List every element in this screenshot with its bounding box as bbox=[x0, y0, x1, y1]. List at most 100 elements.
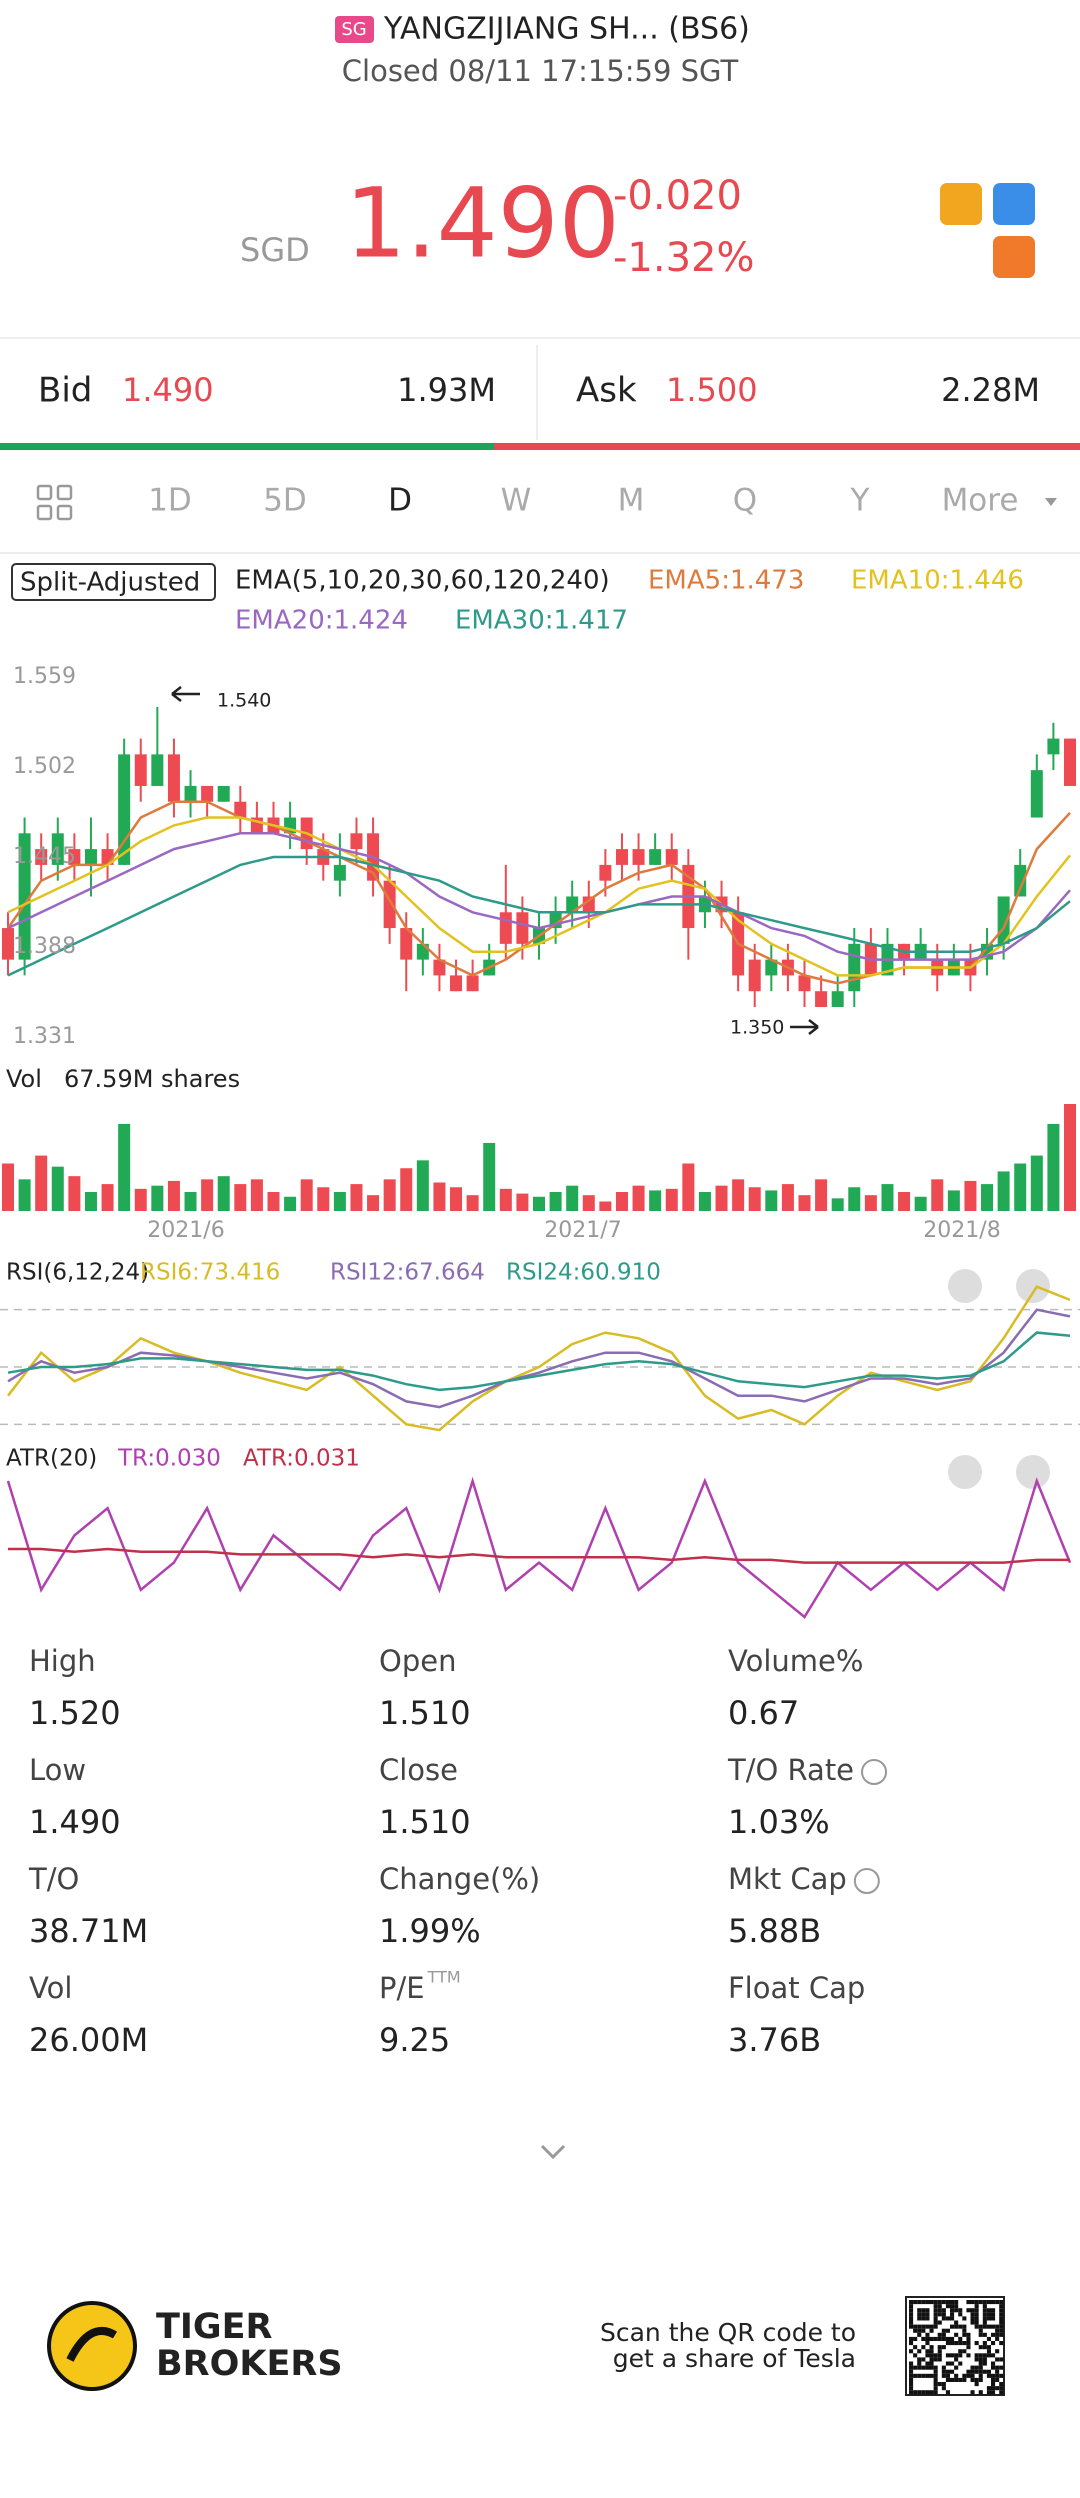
change: -0.020 bbox=[613, 173, 742, 219]
qr-cell bbox=[909, 2369, 914, 2374]
qr-cell bbox=[958, 2336, 963, 2341]
qr-cell bbox=[970, 2390, 975, 2395]
qr-cell bbox=[991, 2312, 996, 2317]
volume-bar bbox=[748, 1187, 761, 1211]
y-tick-label: 1.331 bbox=[13, 1024, 76, 1049]
qr-cell bbox=[909, 2361, 914, 2366]
qr-cell bbox=[978, 2353, 983, 2358]
candle-body bbox=[665, 849, 678, 865]
candle-body bbox=[748, 959, 761, 992]
qr-cell bbox=[982, 2304, 987, 2309]
qr-cell bbox=[995, 2373, 1000, 2378]
qr-cell bbox=[950, 2369, 955, 2374]
tab[interactable]: M bbox=[618, 483, 645, 519]
qr-cell bbox=[929, 2336, 934, 2341]
qr-cell bbox=[962, 2373, 967, 2378]
vol-label: Vol bbox=[6, 1065, 42, 1093]
qr-cell bbox=[945, 2341, 950, 2346]
qr-cell bbox=[995, 2300, 1000, 2305]
info-icon[interactable] bbox=[861, 1759, 888, 1785]
volume-bar bbox=[317, 1187, 330, 1211]
atr-line bbox=[6, 1476, 1072, 1619]
tab[interactable]: D bbox=[388, 483, 412, 519]
icon-flash[interactable] bbox=[993, 183, 1035, 225]
stat-value: 3.76B bbox=[728, 2021, 821, 2059]
adjust-box[interactable] bbox=[11, 563, 216, 601]
candle-body bbox=[350, 833, 363, 850]
qr-cell bbox=[982, 2316, 987, 2321]
qr-cell bbox=[945, 2328, 950, 2333]
qr-cell bbox=[986, 2312, 991, 2317]
candle-body bbox=[466, 975, 479, 992]
qr-cell bbox=[954, 2377, 959, 2382]
volume-bar bbox=[201, 1179, 214, 1211]
qr-cell bbox=[986, 2373, 991, 2378]
stat-label: P/E bbox=[379, 1971, 425, 2005]
volume-bar bbox=[649, 1190, 662, 1211]
qr-cell bbox=[982, 2353, 987, 2358]
qr-cell bbox=[974, 2377, 979, 2382]
qr-cell bbox=[962, 2328, 967, 2333]
tab[interactable]: More bbox=[942, 483, 1019, 519]
qr-cell bbox=[999, 2304, 1004, 2309]
qr-cell bbox=[909, 2336, 914, 2341]
qr-cell bbox=[995, 2332, 1000, 2337]
more-arrow[interactable] bbox=[1045, 498, 1057, 506]
volume-bar bbox=[416, 1160, 429, 1211]
qr-cell bbox=[913, 2345, 918, 2350]
qr-cell bbox=[991, 2390, 996, 2395]
tab[interactable]: Q bbox=[733, 483, 757, 519]
adjust[interactable]: Split-Adjusted bbox=[20, 568, 200, 598]
qr-cell bbox=[974, 2357, 979, 2362]
qr-cell bbox=[933, 2369, 938, 2374]
panel-icons[interactable] bbox=[948, 1269, 1050, 1489]
qr-cell bbox=[999, 2373, 1004, 2378]
rsi-line bbox=[7, 1331, 1071, 1392]
tab[interactable]: W bbox=[501, 483, 532, 519]
qr-cell bbox=[941, 2332, 946, 2337]
qr-cell bbox=[929, 2349, 934, 2354]
qr-cell bbox=[991, 2332, 996, 2337]
qr-cell bbox=[974, 2316, 979, 2321]
volume-bar bbox=[582, 1195, 595, 1211]
candle-body bbox=[333, 864, 346, 881]
tab[interactable]: 5D bbox=[263, 483, 307, 519]
atr-line bbox=[8, 1547, 1070, 1564]
icon-dollar[interactable] bbox=[940, 183, 982, 225]
grid-icon[interactable] bbox=[36, 484, 73, 521]
qr-cell bbox=[954, 2304, 959, 2309]
info-icon[interactable] bbox=[853, 1868, 880, 1894]
qr-cell bbox=[954, 2373, 959, 2378]
volume-bar bbox=[947, 1190, 960, 1211]
qr-cell bbox=[962, 2377, 967, 2382]
tab[interactable]: 1D bbox=[148, 483, 192, 519]
ask-price: 1.500 bbox=[666, 371, 758, 409]
volume-bar bbox=[964, 1180, 977, 1211]
qr-cell bbox=[974, 2308, 979, 2313]
volume-bar bbox=[68, 1176, 81, 1211]
rsi-line bbox=[7, 1308, 1071, 1409]
qr-cell bbox=[962, 2332, 967, 2337]
qr-cell bbox=[941, 2336, 946, 2341]
stat-label: Open bbox=[379, 1644, 456, 1678]
qr-cell bbox=[933, 2386, 938, 2391]
candle-body bbox=[815, 991, 828, 1007]
qr-cell bbox=[978, 2373, 983, 2378]
qr-cell bbox=[974, 2382, 979, 2387]
qr-cell bbox=[925, 2308, 930, 2313]
qr-cell bbox=[999, 2382, 1004, 2387]
qr-cell bbox=[986, 2390, 991, 2395]
volume-bar bbox=[450, 1187, 463, 1211]
qr-cell bbox=[921, 2345, 926, 2350]
expand[interactable] bbox=[540, 2144, 566, 2160]
qr-cell bbox=[974, 2300, 979, 2305]
qr-cell bbox=[986, 2349, 991, 2354]
qr-cell bbox=[929, 2365, 934, 2370]
logo-mark bbox=[66, 2327, 118, 2362]
legend-entry: ATR:0.031 bbox=[243, 1446, 360, 1472]
qr-cell bbox=[909, 2365, 914, 2370]
icon-other[interactable] bbox=[993, 236, 1035, 278]
qr-cell bbox=[995, 2324, 1000, 2329]
volume-bar bbox=[698, 1192, 711, 1211]
tab[interactable]: Y bbox=[850, 483, 870, 519]
